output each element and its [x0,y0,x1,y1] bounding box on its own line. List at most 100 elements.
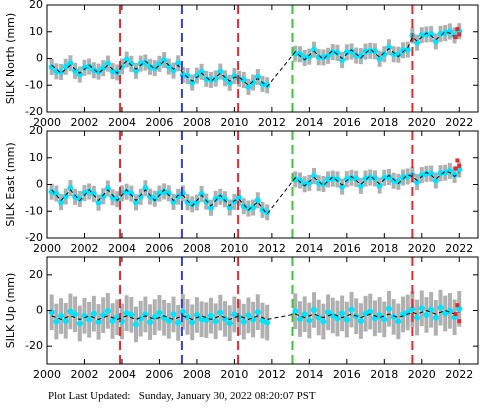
data-point [334,315,341,322]
data-point [170,198,177,205]
y-axis-label: SILK Up (mm) [4,273,17,349]
data-point [142,59,149,66]
x-tick-label: 2012 [258,116,286,129]
data-point [151,195,158,202]
y-tick-label: -20 [25,105,43,118]
y-tick-label: 20 [29,124,43,137]
data-point [203,75,210,82]
x-tick-label: 2016 [333,116,361,129]
data-point [432,314,439,321]
data-point [339,310,346,317]
data-point [357,318,364,325]
x-tick-label: 2018 [370,368,398,381]
data-point [381,51,388,58]
data-point [193,72,200,79]
model-line [51,309,460,320]
x-tick-label: 2012 [258,368,286,381]
data-point [376,311,383,318]
data-point [371,175,378,182]
data-point [58,68,65,75]
data-point [348,174,355,181]
data-point [203,317,210,324]
data-point [240,76,247,83]
data-point [189,319,196,326]
data-point [423,170,430,177]
data-point [432,177,439,184]
data-point [100,65,107,72]
y-tick-label: 0 [36,178,43,191]
data-point [301,181,308,188]
data-point [339,183,346,190]
data-point [76,71,83,78]
data-point [198,190,205,197]
recent-point [455,303,460,308]
data-point [156,60,163,67]
data-point [381,174,388,181]
data-point [409,306,416,313]
data-point [67,308,74,315]
data-point [306,179,313,186]
data-point [437,304,444,311]
data-point [137,60,144,67]
x-tick-label: 2018 [370,242,398,255]
data-point [418,172,425,179]
data-point [385,305,392,312]
data-point [301,311,308,318]
data-point [353,52,360,59]
data-point [292,308,299,315]
x-tick-label: 2020 [408,242,436,255]
data-point [62,317,69,324]
data-point [147,63,154,70]
data-point [133,67,140,74]
x-tick-label: 2012 [258,242,286,255]
data-point [329,312,336,319]
data-point [86,316,93,323]
data-point [165,317,172,324]
data-point [311,172,318,179]
recent-point [457,163,462,168]
data-point [301,54,308,61]
data-point [62,63,69,70]
data-point [385,44,392,51]
data-point [390,177,397,184]
data-point [423,311,430,318]
x-tick-label: 2006 [145,368,173,381]
data-point [151,65,158,72]
data-point [133,199,140,206]
data-point [250,316,257,323]
data-point [90,310,97,317]
data-point [123,56,130,63]
data-point [245,205,252,212]
data-point [292,176,299,183]
data-point [442,310,449,317]
data-point [315,54,322,61]
data-point [128,311,135,318]
data-point [400,174,407,181]
x-tick-label: 2016 [333,368,361,381]
data-point [254,309,261,316]
data-point [329,175,336,182]
x-tick-label: 2020 [408,368,436,381]
data-point [81,312,88,319]
x-tick-label: 2002 [70,116,98,129]
data-point [137,315,144,322]
plot-area [48,5,463,112]
x-tick-label: 2014 [295,242,323,255]
data-point [395,178,402,185]
model-line [51,31,460,88]
data-point [114,196,121,203]
data-point [226,79,233,86]
x-tick-label: 2014 [295,116,323,129]
x-tick-label: 2006 [145,242,173,255]
data-point [385,174,392,181]
data-point [207,312,214,319]
data-point [315,314,322,321]
data-point [231,198,238,205]
data-point [161,188,168,195]
data-point [264,209,271,216]
x-tick-label: 2016 [333,242,361,255]
data-point [325,176,332,183]
data-point [133,321,140,328]
data-point [142,185,149,192]
data-point [245,312,252,319]
